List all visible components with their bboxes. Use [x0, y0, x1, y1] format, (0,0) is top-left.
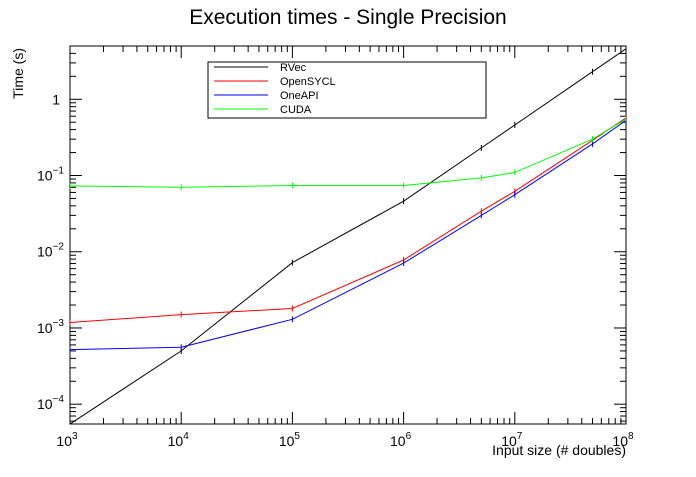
series-line: [70, 117, 626, 323]
y-tick-label: 10−3: [37, 318, 64, 336]
series-line: [70, 119, 626, 351]
series-line: [70, 118, 626, 188]
series-line: [70, 48, 626, 424]
series-rvec: [70, 46, 626, 424]
y-axis-label: Time (s): [10, 48, 26, 99]
plot-frame: [69, 45, 627, 425]
x-axis-label: Input size (# doubles): [492, 442, 626, 458]
legend-label: RVec: [280, 62, 307, 74]
series-opensycl: [70, 114, 626, 326]
y-tick-label: 10−1: [37, 166, 64, 184]
chart-title: Execution times - Single Precision: [189, 6, 506, 29]
x-tick-label: 108: [612, 431, 634, 449]
legend-label: OneAPI: [280, 90, 319, 102]
x-tick-label: 105: [279, 431, 301, 449]
y-tick-label: 10−2: [37, 242, 64, 260]
series-oneapi: [70, 117, 626, 353]
y-tick-label: 1: [52, 91, 60, 107]
legend-label: CUDA: [280, 104, 312, 116]
plot-area: 103 104 105 106 107 10810−410−310−210−11RVecO…: [37, 45, 634, 449]
x-tick-label: 106: [390, 431, 412, 449]
x-tick-label: 103: [56, 431, 78, 449]
legend-label: OpenSYCL: [280, 76, 336, 88]
legend-box: [207, 61, 487, 119]
x-tick-label: 104: [168, 431, 190, 449]
series-cuda: [70, 116, 626, 191]
legend: RVec OpenSYCL OneAPI CUDA: [207, 61, 487, 119]
y-tick-label: 10−4: [37, 394, 64, 412]
